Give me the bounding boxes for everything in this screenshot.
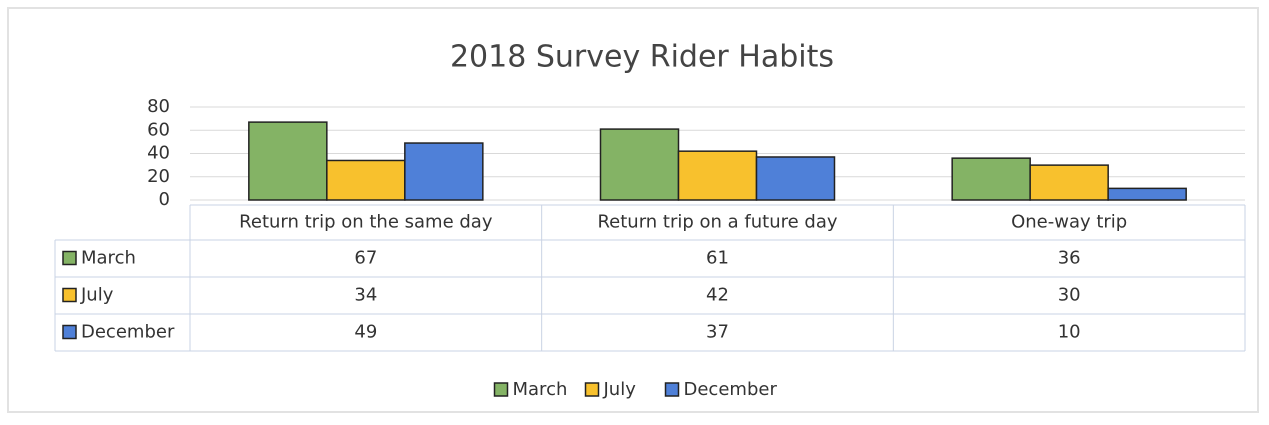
y-tick-label: 40: [147, 143, 170, 164]
chart-frame: [7, 7, 1259, 413]
table-value: 49: [354, 322, 377, 343]
legend-key: [664, 382, 680, 397]
category-label: Return trip on a future day: [597, 212, 837, 233]
legend-key: [62, 287, 77, 303]
table-value: 36: [1058, 248, 1081, 269]
y-tick-label: 0: [159, 189, 170, 210]
category-label: One-way trip: [1011, 212, 1127, 233]
table-value: 37: [706, 322, 729, 343]
legend-key: [62, 324, 77, 340]
legend-key: [62, 250, 77, 266]
bar: [755, 156, 836, 201]
legend-label: July: [603, 379, 637, 400]
y-tick-label: 60: [147, 119, 170, 140]
bar: [677, 150, 758, 201]
table-series-name: March: [81, 248, 136, 269]
table-value: 42: [706, 285, 729, 306]
table-series-name: July: [80, 285, 114, 306]
bar: [326, 159, 406, 201]
bar: [1029, 164, 1109, 201]
bar: [248, 121, 328, 201]
table-value: 67: [354, 248, 377, 269]
chart-title: 2018 Survey Rider Habits: [450, 40, 834, 75]
bar: [1107, 187, 1187, 201]
y-tick-label: 20: [147, 166, 170, 187]
bar: [951, 157, 1031, 201]
table-value: 61: [706, 248, 729, 269]
category-label: Return trip on the same day: [239, 212, 493, 233]
table-value: 30: [1058, 285, 1081, 306]
legend-label: March: [513, 379, 568, 400]
y-tick-label: 80: [147, 96, 170, 117]
table-series-name: December: [81, 322, 175, 343]
legend-key: [493, 382, 509, 397]
bar: [599, 128, 680, 201]
table-value: 34: [354, 285, 377, 306]
table-value: 10: [1058, 322, 1081, 343]
legend-label: December: [684, 379, 778, 400]
legend-key: [584, 382, 600, 397]
bar: [404, 142, 484, 201]
